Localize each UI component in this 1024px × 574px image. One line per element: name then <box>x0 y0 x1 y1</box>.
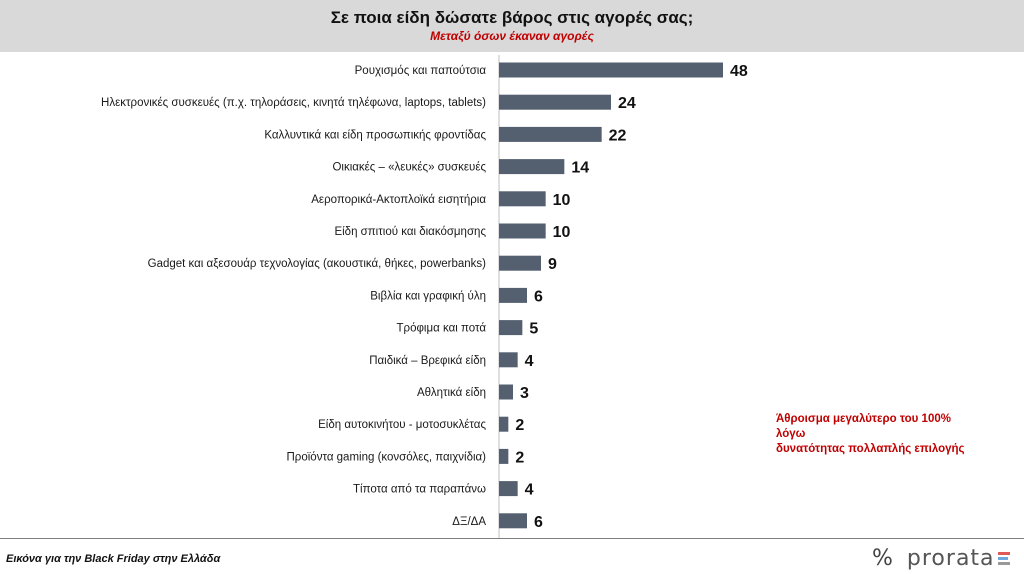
percent-icon: % <box>872 545 893 571</box>
bar <box>499 513 527 529</box>
data-label: 2 <box>515 417 524 434</box>
bar <box>499 481 518 497</box>
data-label: 24 <box>618 95 636 112</box>
category-label: Αθλητικά είδη <box>417 387 486 399</box>
category-label: Προϊόντα gaming (κονσόλες, παιχνίδια) <box>287 451 487 463</box>
category-label: Ρουχισμός και παπούτσια <box>355 65 487 77</box>
bar <box>499 126 602 142</box>
bar <box>499 320 523 336</box>
category-label: Gadget και αξεσουάρ τεχνολογίας (ακουστι… <box>148 258 487 270</box>
category-label: ΔΞ/ΔΑ <box>452 516 486 528</box>
category-label: Είδη αυτοκινήτου - μοτοσυκλέτας <box>318 419 486 431</box>
category-label: Οικιακές – «λευκές» συσκευές <box>332 162 486 174</box>
category-label: Τίποτα από τα παραπάνω <box>353 484 486 496</box>
category-label: Ηλεκτρονικές συσκευές (π.χ. τηλοράσεις, … <box>101 97 486 109</box>
data-label: 3 <box>520 385 529 402</box>
category-label: Καλλυντικά και είδη προσωπικής φροντίδας <box>264 129 486 141</box>
data-label: 4 <box>525 482 534 499</box>
data-label: 22 <box>609 127 627 144</box>
logo-bars-icon <box>997 548 1010 568</box>
chart-title: Σε ποια είδη δώσατε βάρος στις αγορές σα… <box>330 8 694 27</box>
data-label: 9 <box>548 256 557 273</box>
category-label: Είδη σπιτιού και διακόσμησης <box>334 226 486 238</box>
bar <box>499 94 611 110</box>
data-label: 6 <box>534 288 543 305</box>
bar-chart: Ρουχισμός και παπούτσια 48 Ηλεκτρονικές συ… <box>101 55 748 539</box>
bar <box>499 384 513 400</box>
multiple-choice-note: Άθροισμα μεγαλύτερο του 100% λόγω δυνατό… <box>776 412 976 457</box>
bar <box>499 255 541 271</box>
note-line-2: δυνατότητας πολλαπλής επιλογής <box>776 443 965 455</box>
footer-caption: Εικόνα για την Black Friday στην Ελλάδα <box>6 553 221 565</box>
data-label: 4 <box>525 353 534 370</box>
bar <box>499 223 546 239</box>
data-label: 2 <box>515 449 524 466</box>
category-label: Βιβλία και γραφική ύλη <box>370 290 486 302</box>
bar <box>499 448 509 464</box>
category-label: Παιδικά – Βρεφικά είδη <box>369 355 486 367</box>
bar <box>499 191 546 207</box>
bar <box>499 352 518 368</box>
data-label: 10 <box>553 224 571 241</box>
data-label: 48 <box>730 63 748 80</box>
footer-divider <box>0 538 1024 539</box>
header-band: Σε ποια είδη δώσατε βάρος στις αγορές σα… <box>0 0 1024 52</box>
bar <box>499 159 565 175</box>
note-line-1: Άθροισμα μεγαλύτερο του 100% λόγω <box>776 413 951 440</box>
prorata-logo: % prorata <box>872 544 1010 572</box>
bar <box>499 287 527 303</box>
data-label: 5 <box>529 321 538 338</box>
logo-wordmark: prorata <box>906 545 995 571</box>
category-label: Αεροπορικά-Ακτοπλοϊκά εισητήρια <box>311 194 486 206</box>
data-label: 6 <box>534 514 543 531</box>
data-label: 14 <box>571 160 589 177</box>
chart-subtitle: Μεταξύ όσων έκαναν αγορές <box>430 29 594 43</box>
category-label: Τρόφιμα και ποτά <box>397 323 487 335</box>
bar <box>499 62 723 78</box>
data-label: 10 <box>553 192 571 209</box>
bar <box>499 416 509 432</box>
